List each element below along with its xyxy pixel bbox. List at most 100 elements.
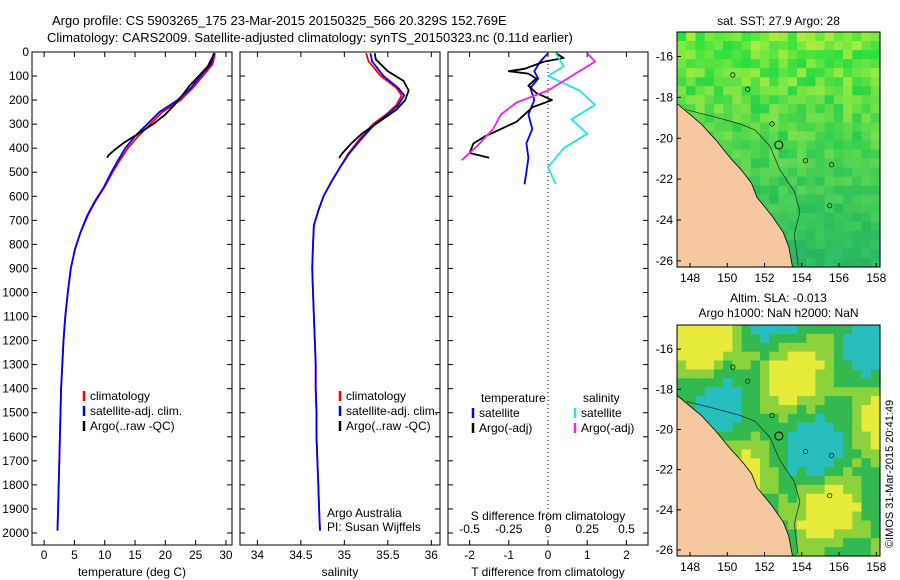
map-cell bbox=[843, 41, 853, 51]
map-cell bbox=[769, 502, 780, 513]
map-cell bbox=[852, 502, 863, 513]
map-cell bbox=[797, 333, 807, 344]
map-cell bbox=[806, 431, 816, 442]
map-cell bbox=[806, 342, 816, 353]
map-cell bbox=[824, 396, 835, 406]
map-cell bbox=[787, 396, 798, 406]
map-cell bbox=[861, 59, 872, 69]
map-cell bbox=[843, 185, 853, 196]
map-cell bbox=[778, 86, 789, 96]
map-cell bbox=[806, 221, 816, 232]
map-cell bbox=[723, 369, 733, 379]
map-cell bbox=[797, 325, 807, 335]
map-cell bbox=[833, 458, 844, 468]
map-cell bbox=[861, 203, 872, 214]
map-cell bbox=[815, 149, 826, 160]
map-cell bbox=[778, 185, 789, 196]
map-cell bbox=[843, 351, 853, 362]
sst-map-panel: 148 150 152 154 156 158 -16 -18 -20 -22 -24 -26 sat.… bbox=[656, 14, 887, 285]
map-cell bbox=[824, 41, 835, 51]
map-cell bbox=[861, 538, 872, 548]
map-cell bbox=[741, 440, 752, 450]
y-tick-label: 200 bbox=[9, 93, 29, 107]
map-cell bbox=[852, 405, 863, 415]
map-cell bbox=[815, 41, 826, 51]
map-cell bbox=[769, 413, 780, 424]
map-cell bbox=[741, 140, 752, 151]
reef-marker bbox=[730, 364, 736, 370]
map-cell bbox=[852, 212, 863, 223]
map-cell bbox=[824, 212, 835, 223]
map-cell bbox=[852, 50, 863, 60]
map-cell bbox=[852, 86, 863, 96]
plot-frame bbox=[239, 51, 441, 546]
map-cell bbox=[797, 547, 807, 557]
map-cell bbox=[824, 431, 835, 442]
map-cell bbox=[723, 405, 733, 415]
map-cell bbox=[704, 59, 715, 69]
map-cell bbox=[870, 502, 881, 513]
y-tick-label: 1800 bbox=[2, 478, 29, 492]
legend-entry: satellite bbox=[479, 406, 520, 420]
map-cell bbox=[732, 360, 743, 370]
map-cell bbox=[686, 369, 696, 379]
map-cell bbox=[760, 167, 770, 178]
map-cell bbox=[824, 95, 835, 105]
map-cell bbox=[861, 158, 872, 169]
map-cell bbox=[824, 538, 835, 548]
map-cell bbox=[852, 131, 863, 141]
map-cell bbox=[677, 41, 687, 51]
map-cell bbox=[750, 185, 761, 196]
reef-marker bbox=[745, 86, 751, 92]
map-cell bbox=[732, 405, 743, 415]
map-cell bbox=[769, 104, 780, 114]
map-cell bbox=[806, 351, 816, 362]
map-cell bbox=[861, 484, 872, 495]
map-cell bbox=[750, 360, 761, 370]
map-cell bbox=[769, 440, 780, 450]
map-cell bbox=[732, 387, 743, 397]
map-cell bbox=[769, 458, 780, 468]
reef-marker bbox=[769, 412, 775, 418]
map-cell bbox=[852, 258, 863, 268]
map-cell bbox=[824, 547, 835, 557]
legend-entry: Argo(..raw -QC) bbox=[346, 419, 431, 433]
map-cell bbox=[704, 413, 715, 424]
map-cell bbox=[824, 342, 835, 353]
x-tick-label: -1 bbox=[503, 548, 514, 562]
map-cell bbox=[769, 333, 780, 344]
map-cell bbox=[750, 95, 761, 105]
map-cell bbox=[769, 360, 780, 370]
map-cell bbox=[815, 167, 826, 178]
map-cell bbox=[861, 511, 872, 522]
map-cell bbox=[704, 86, 715, 96]
map-cell bbox=[778, 95, 789, 105]
map-cell bbox=[852, 449, 863, 459]
map-cell bbox=[833, 405, 844, 415]
map-cell bbox=[797, 431, 807, 442]
map-cell bbox=[723, 86, 733, 96]
map-cell bbox=[787, 176, 798, 187]
map-cell bbox=[769, 369, 780, 379]
map-cell bbox=[797, 342, 807, 353]
map-cell bbox=[815, 131, 826, 141]
map-cell bbox=[797, 405, 807, 415]
map-cell bbox=[704, 113, 715, 123]
map-cell bbox=[723, 325, 733, 335]
map-cell bbox=[732, 113, 743, 123]
y-tick-label: -22 bbox=[656, 172, 674, 186]
map-cell bbox=[843, 396, 853, 406]
map-cell bbox=[861, 378, 872, 388]
map-cell bbox=[769, 131, 780, 141]
map-cell bbox=[861, 113, 872, 123]
map-cell bbox=[713, 104, 724, 114]
map-cell bbox=[677, 333, 687, 344]
map-cell bbox=[695, 351, 706, 362]
map-cell bbox=[769, 476, 780, 486]
map-cell bbox=[778, 342, 789, 353]
map-cell bbox=[870, 185, 881, 196]
map-cell bbox=[686, 396, 696, 406]
map-cell bbox=[741, 333, 752, 344]
map-cell bbox=[870, 239, 881, 250]
map-cell bbox=[713, 387, 724, 397]
